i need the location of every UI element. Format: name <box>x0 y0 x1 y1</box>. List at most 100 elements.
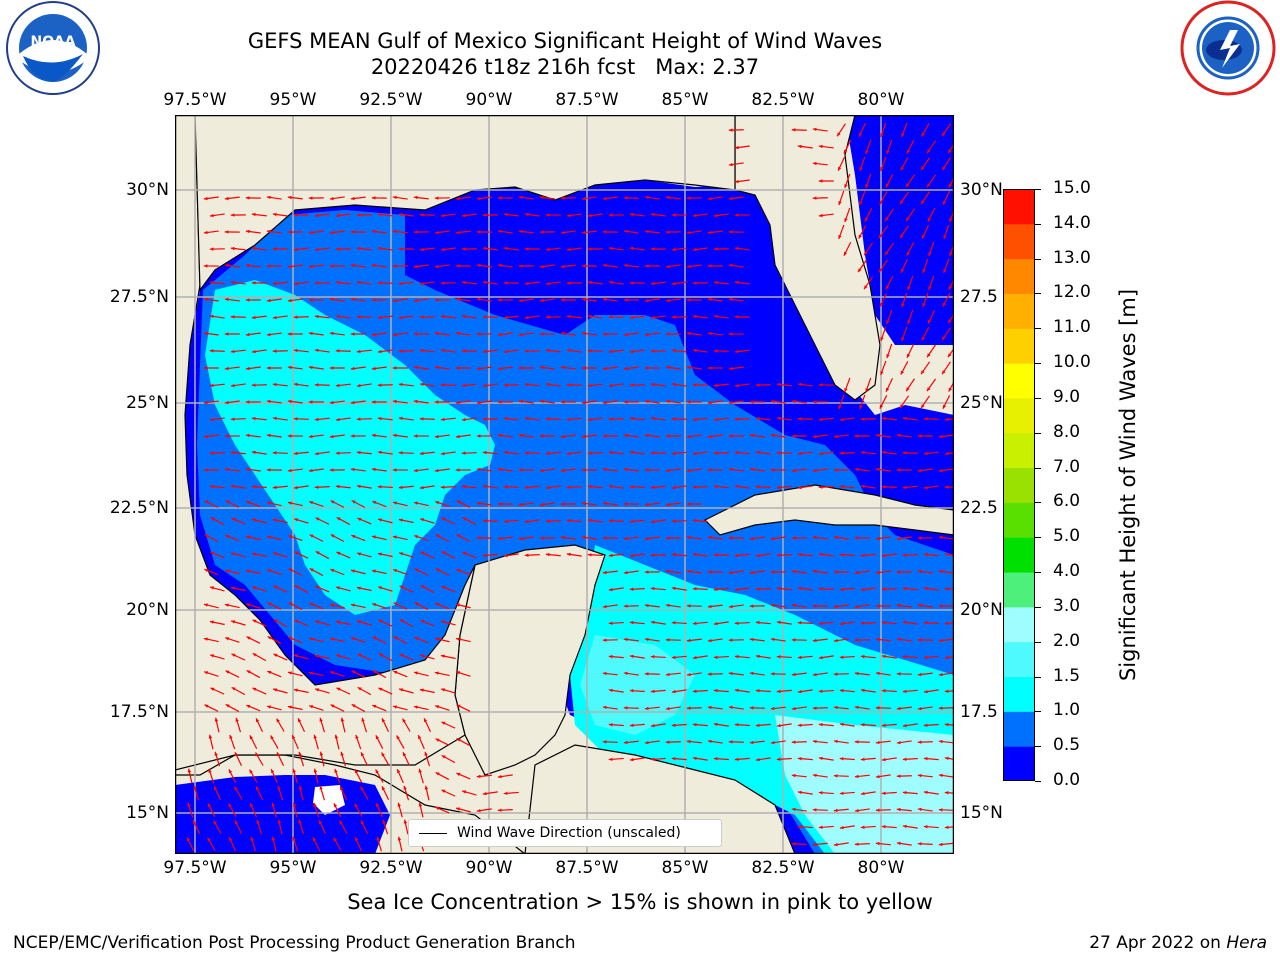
wind-arrow <box>440 281 456 285</box>
wind-arrow <box>812 773 828 778</box>
wind-arrow <box>608 757 624 762</box>
wind-arrow <box>581 400 597 405</box>
wind-arrow <box>329 196 345 201</box>
wind-arrow <box>623 400 639 404</box>
wind-arrow <box>440 485 456 489</box>
wind-arrow <box>686 604 702 608</box>
wind-arrow <box>329 366 345 370</box>
wind-arrow <box>355 734 362 750</box>
wind-arrow <box>308 298 324 302</box>
wind-arrow <box>440 314 456 319</box>
wind-arrow <box>797 655 813 660</box>
wind-arrow <box>896 637 912 642</box>
wind-arrow <box>881 824 897 829</box>
wind-arrow <box>879 191 888 205</box>
wind-arrow <box>734 484 750 489</box>
wind-arrow <box>938 739 954 744</box>
wind-arrow <box>497 433 513 438</box>
wind-arrow <box>287 671 303 677</box>
wind-arrow <box>797 756 813 761</box>
wind-arrow <box>728 604 744 609</box>
wind-arrow <box>899 225 909 239</box>
wind-arrow <box>350 637 366 643</box>
wind-arrow <box>941 361 951 375</box>
wind-arrow <box>293 451 309 456</box>
lat-tick-left: 17.5°N <box>109 702 169 722</box>
wind-arrow <box>461 417 477 422</box>
wind-arrow <box>336 551 351 559</box>
wind-arrow <box>382 819 389 835</box>
wind-arrow <box>707 604 723 609</box>
wind-arrow <box>854 536 870 540</box>
wind-arrow <box>524 485 540 490</box>
wind-arrow <box>476 400 492 405</box>
wind-arrow <box>413 399 429 404</box>
wind-arrow <box>671 689 687 694</box>
wind-arrow <box>560 230 576 235</box>
wind-arrow <box>665 672 681 677</box>
wind-arrow <box>947 313 954 324</box>
colorbar-block <box>1003 606 1035 643</box>
wind-arrow <box>843 140 852 154</box>
wind-arrow <box>234 820 243 834</box>
wind-arrow <box>812 434 828 439</box>
wind-arrow <box>399 618 414 628</box>
wind-arrow <box>907 275 914 291</box>
wind-arrow <box>224 196 240 201</box>
wind-arrow <box>245 433 261 438</box>
wind-arrow <box>875 706 891 710</box>
wind-arrow <box>671 723 687 727</box>
wind-arrow <box>713 383 729 388</box>
wind-arrow <box>650 485 666 490</box>
wind-arrow <box>209 349 225 353</box>
wind-arrow <box>902 451 918 455</box>
wind-arrow <box>293 382 309 387</box>
wind-arrow <box>650 620 666 625</box>
wind-arrow <box>314 620 330 626</box>
wind-arrow <box>665 434 681 438</box>
wind-arrow <box>230 213 246 217</box>
wind-arrow <box>896 740 912 745</box>
wind-arrow <box>728 366 744 371</box>
wind-arrow <box>734 280 750 285</box>
wind-arrow <box>539 230 555 234</box>
wind-arrow <box>351 703 366 713</box>
colorbar-tick: 12.0 <box>1053 282 1091 303</box>
wind-arrow <box>252 652 267 662</box>
wind-arrow <box>350 196 366 201</box>
wind-arrow <box>350 603 366 609</box>
wind-arrow <box>602 332 618 336</box>
wind-arrow <box>755 620 771 625</box>
wind-arrow <box>308 400 324 404</box>
wind-arrow <box>896 841 912 846</box>
wind-arrow <box>372 500 387 508</box>
wind-arrow <box>293 247 309 252</box>
wind-arrow <box>875 774 891 779</box>
wind-arrow <box>791 773 807 778</box>
wind-arrow <box>329 297 345 302</box>
wind-arrow <box>707 468 723 472</box>
wind-arrow <box>419 348 435 353</box>
wind-arrow <box>884 208 895 222</box>
wind-arrow <box>403 785 410 801</box>
wind-arrow <box>838 224 845 240</box>
wind-arrow <box>665 569 681 574</box>
lon-tick-bottom: 85°W <box>661 858 709 878</box>
wind-arrow <box>245 467 261 472</box>
wind-arrow <box>335 383 351 388</box>
wind-arrow <box>251 281 267 285</box>
wind-arrow <box>923 417 939 421</box>
wind-arrow <box>377 246 393 251</box>
wind-arrow <box>860 791 876 796</box>
wind-arrow <box>266 229 282 234</box>
wind-arrow <box>308 196 324 200</box>
wind-arrow <box>392 229 408 234</box>
wind-arrow <box>375 802 383 818</box>
wind-arrow <box>728 230 744 234</box>
wind-arrow <box>707 739 723 744</box>
wind-arrow <box>210 551 225 559</box>
wind-arrow <box>770 468 786 472</box>
wind-arrow <box>833 672 849 676</box>
wind-arrow <box>608 417 624 421</box>
wind-arrow <box>833 468 849 472</box>
